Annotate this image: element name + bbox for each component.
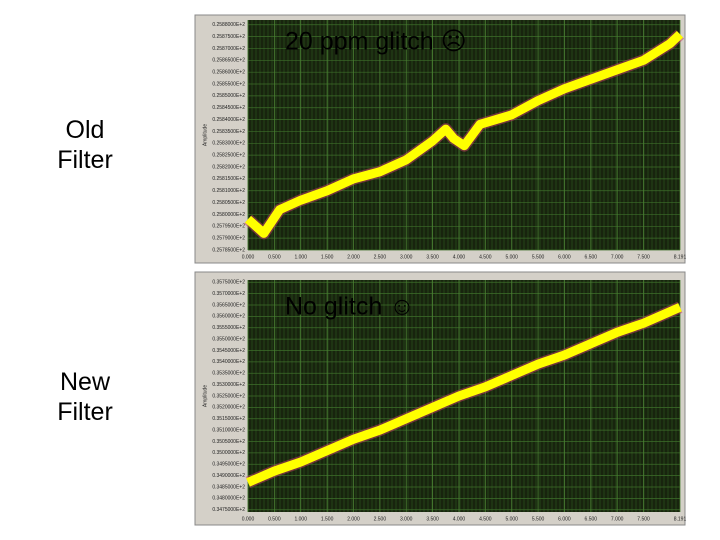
y-tick-label: 0.2585500E+2 xyxy=(212,81,245,87)
y-tick-label: 0.2581500E+2 xyxy=(212,176,245,182)
y-tick-label: 0.2578500E+2 xyxy=(212,247,245,253)
y-tick-label: 0.2579000E+2 xyxy=(212,235,245,241)
x-tick-label: 0.500 xyxy=(268,254,281,260)
x-tick-label: 2.500 xyxy=(374,254,387,260)
y-tick-label: 0.3545000E+2 xyxy=(212,348,245,354)
y-tick-label: 0.3505000E+2 xyxy=(212,439,245,445)
y-tick-label: 0.3575000E+2 xyxy=(212,280,245,286)
line xyxy=(244,30,684,238)
x-tick-label: 7.000 xyxy=(611,254,624,260)
x-tick-label: 5.000 xyxy=(505,254,518,260)
y-tick-label: 0.3525000E+2 xyxy=(212,393,245,399)
annotation: 20 ppm glitch ☹ xyxy=(285,28,467,56)
x-tick-label: 5.500 xyxy=(532,254,545,260)
x-tick-label: 0.000 xyxy=(242,516,255,522)
x-tick-label: 7.000 xyxy=(611,516,624,522)
y-tick-label: 0.2587500E+2 xyxy=(212,34,245,40)
y-axis-label: Amplitude xyxy=(202,385,208,407)
y-tick-label: 0.2582500E+2 xyxy=(212,152,245,158)
y-tick-label: 0.2586000E+2 xyxy=(212,69,245,75)
x-tick-label: 1.500 xyxy=(321,516,334,522)
y-tick-label: 0.3565000E+2 xyxy=(212,302,245,308)
y-tick-label: 0.3560000E+2 xyxy=(212,314,245,320)
y-tick-label: 0.3480000E+2 xyxy=(212,496,245,502)
y-tick-label: 0.3475000E+2 xyxy=(212,507,245,513)
x-tick-label: 4.000 xyxy=(453,254,466,260)
x-tick-label: 5.000 xyxy=(505,516,518,522)
y-tick-label: 0.3510000E+2 xyxy=(212,427,245,433)
x-tick-label: 3.500 xyxy=(426,516,439,522)
y-tick-label: 0.3550000E+2 xyxy=(212,336,245,342)
x-tick-label: 7.500 xyxy=(637,254,650,260)
x-tick-label: 4.000 xyxy=(453,516,466,522)
y-tick-label: 0.2582000E+2 xyxy=(212,164,245,170)
x-tick-label: 8.191 xyxy=(674,516,687,522)
x-tick-label: 4.500 xyxy=(479,516,492,522)
y-tick-label: 0.3530000E+2 xyxy=(212,382,245,388)
y-tick-label: 0.3540000E+2 xyxy=(212,359,245,365)
y-tick-label: 0.2584000E+2 xyxy=(212,117,245,123)
y-tick-label: 0.2583000E+2 xyxy=(212,141,245,147)
x-tick-label: 1.000 xyxy=(294,254,307,260)
x-tick-label: 0.500 xyxy=(268,516,281,522)
side-label: Old Filter xyxy=(57,116,113,174)
y-tick-label: 0.2585000E+2 xyxy=(212,93,245,99)
y-tick-label: 0.3495000E+2 xyxy=(212,462,245,468)
annotation: No glitch ☺ xyxy=(285,293,415,321)
y-tick-label: 0.3555000E+2 xyxy=(212,325,245,331)
side-label: New Filter xyxy=(57,368,113,426)
y-tick-label: 0.3515000E+2 xyxy=(212,416,245,422)
x-tick-label: 2.000 xyxy=(347,254,360,260)
x-tick-label: 6.500 xyxy=(585,254,598,260)
line xyxy=(246,303,682,487)
x-tick-label: 7.500 xyxy=(637,516,650,522)
y-tick-label: 0.3570000E+2 xyxy=(212,291,245,297)
y-tick-label: 0.3490000E+2 xyxy=(212,473,245,479)
y-tick-label: 0.2580500E+2 xyxy=(212,200,245,206)
y-tick-label: 0.2584500E+2 xyxy=(212,105,245,111)
y-tick-label: 0.2583500E+2 xyxy=(212,129,245,135)
x-tick-label: 1.500 xyxy=(321,254,334,260)
x-tick-label: 2.500 xyxy=(374,516,387,522)
y-tick-label: 0.2586500E+2 xyxy=(212,58,245,64)
y-tick-label: 0.2581000E+2 xyxy=(212,188,245,194)
x-tick-label: 3.500 xyxy=(426,254,439,260)
x-tick-label: 6.500 xyxy=(585,516,598,522)
y-axis-label: Amplitude xyxy=(202,124,208,146)
x-tick-label: 3.000 xyxy=(400,254,413,260)
x-tick-label: 2.000 xyxy=(347,516,360,522)
x-tick-label: 8.191 xyxy=(674,254,687,260)
x-tick-label: 1.000 xyxy=(294,516,307,522)
x-tick-label: 6.000 xyxy=(558,254,571,260)
x-tick-label: 0.000 xyxy=(242,254,255,260)
x-tick-label: 5.500 xyxy=(532,516,545,522)
y-tick-label: 0.2587000E+2 xyxy=(212,46,245,52)
x-tick-label: 6.000 xyxy=(558,516,571,522)
y-tick-label: 0.3535000E+2 xyxy=(212,371,245,377)
y-tick-label: 0.3520000E+2 xyxy=(212,405,245,411)
y-tick-label: 0.2580000E+2 xyxy=(212,212,245,218)
x-tick-label: 3.000 xyxy=(400,516,413,522)
y-tick-label: 0.3485000E+2 xyxy=(212,484,245,490)
y-tick-label: 0.3500000E+2 xyxy=(212,450,245,456)
y-tick-label: 0.2588000E+2 xyxy=(212,22,245,28)
y-tick-label: 0.2579500E+2 xyxy=(212,224,245,230)
x-tick-label: 4.500 xyxy=(479,254,492,260)
